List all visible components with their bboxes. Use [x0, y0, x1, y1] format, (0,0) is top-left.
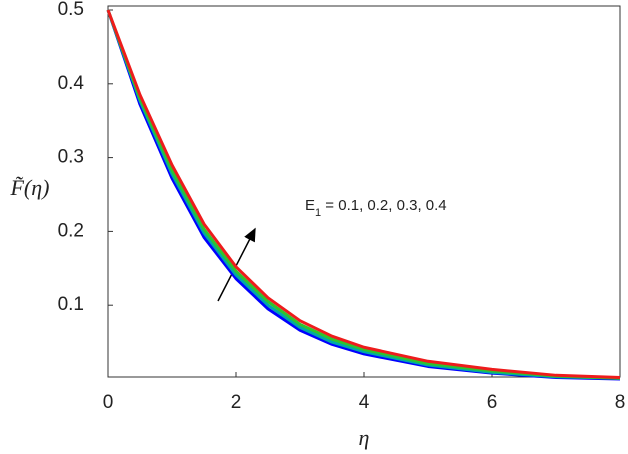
- x-tick-label: 4: [359, 392, 370, 413]
- y-tick-label: 0.1: [58, 294, 84, 315]
- x-axis-label: η: [359, 425, 370, 450]
- x-tick-label: 8: [615, 392, 626, 413]
- y-tick-label: 0.2: [58, 220, 84, 241]
- y-tick-label: 0.5: [58, 0, 84, 20]
- x-tick-label: 0: [103, 392, 114, 413]
- annotation: E1 = 0.1, 0.2, 0.3, 0.4: [305, 197, 447, 219]
- y-axis-label: F̃(η): [9, 175, 49, 200]
- x-tick-label: 2: [231, 392, 242, 413]
- y-tick-label: 0.4: [58, 73, 85, 94]
- x-tick-label: 6: [487, 392, 498, 413]
- y-tick-label: 0.3: [58, 147, 84, 168]
- line-series: [106, 9, 621, 380]
- line-series: [106, 9, 621, 380]
